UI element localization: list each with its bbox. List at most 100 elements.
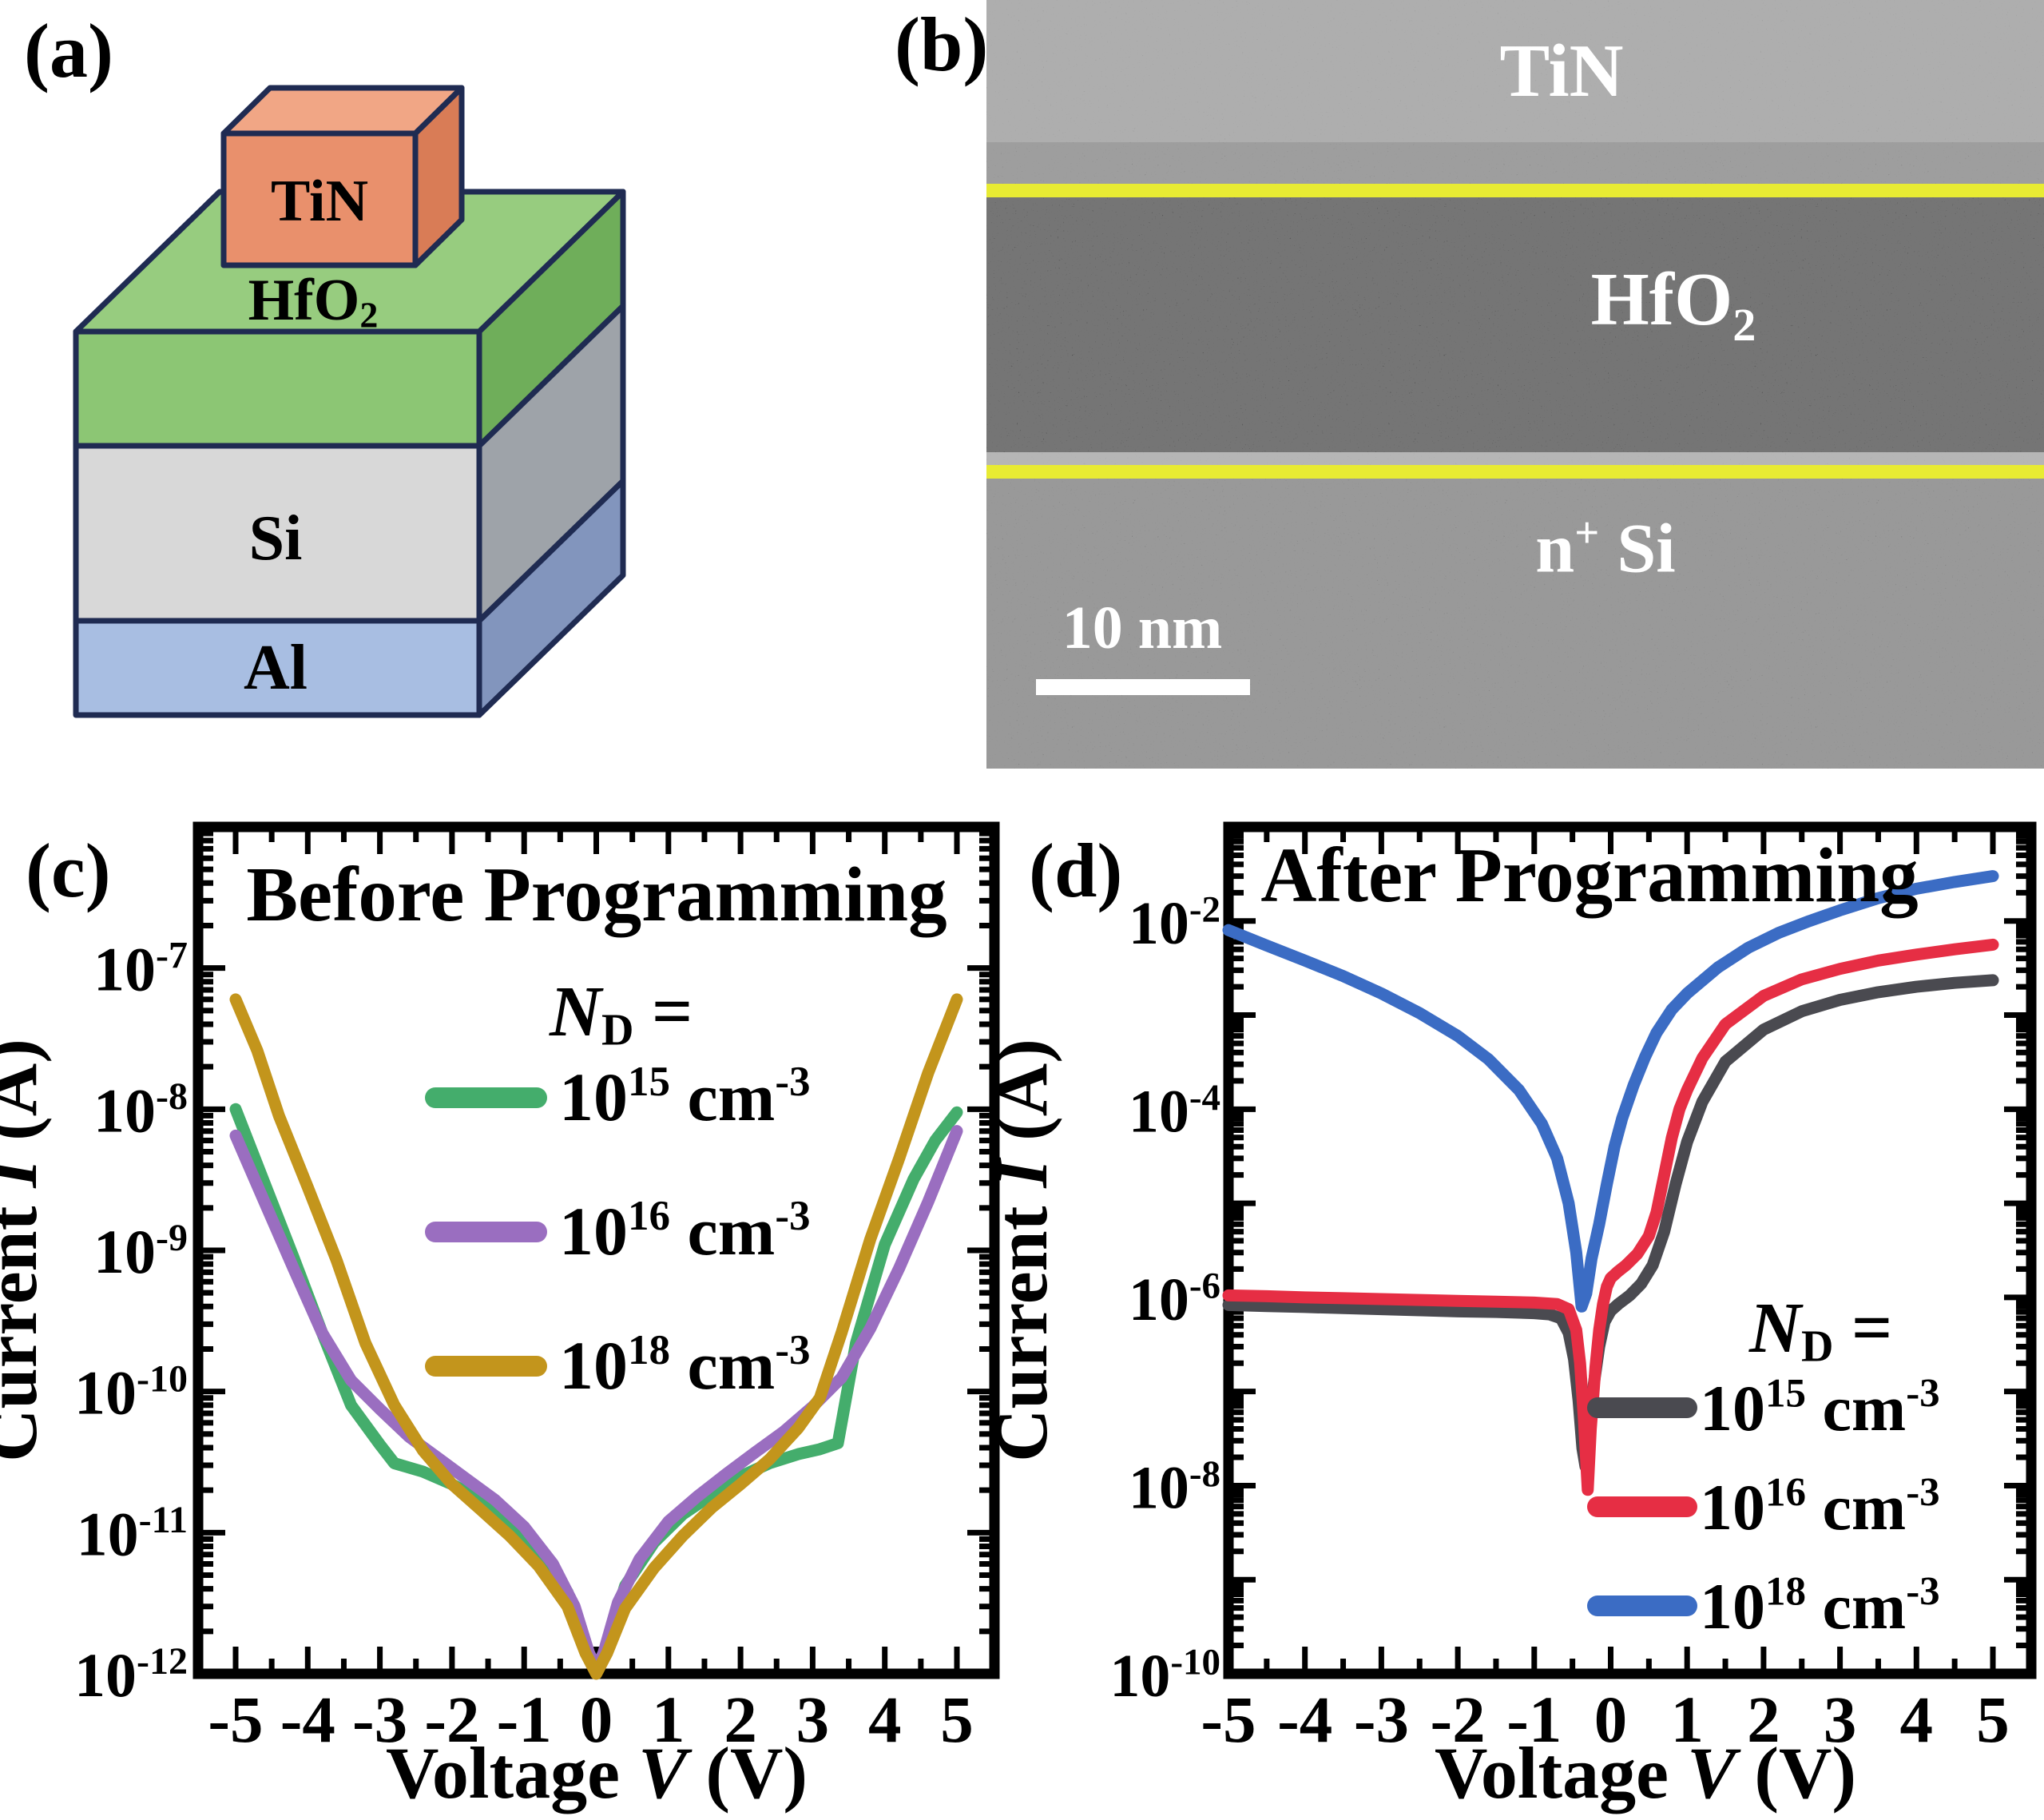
- rich-text-segment: -8: [1189, 1453, 1220, 1495]
- rich-text-segment: cm: [670, 1327, 775, 1404]
- rich-text-segment: 2: [1732, 298, 1756, 351]
- rich-text-segment: +: [1574, 508, 1600, 557]
- rich-text-segment: (A): [981, 1039, 1062, 1159]
- rich-text-segment: -12: [137, 1640, 188, 1683]
- rich-text-segment: 10: [1700, 1570, 1765, 1643]
- rich-text-segment: =: [1833, 1289, 1892, 1368]
- c-legend-title: ND =: [549, 972, 693, 1055]
- tem-tin-label: TiN: [1500, 34, 1624, 109]
- c-x-tick-label: 4: [868, 1683, 902, 1756]
- tin-front-face: [220, 130, 419, 268]
- d-x-tick-label: 2: [1747, 1683, 1780, 1756]
- d-legend-label-ND-1e16: 1016 cm-3: [1700, 1471, 1940, 1544]
- rich-text-segment: 10: [1129, 1266, 1189, 1333]
- rich-text-segment: TiN: [1499, 30, 1624, 113]
- tem-scalebar: [1036, 679, 1250, 695]
- d-x-tick-label: 3: [1824, 1683, 1857, 1756]
- rich-text-segment: (A): [0, 1039, 52, 1159]
- d-legend-label-ND-1e18: 1018 cm-3: [1700, 1570, 1940, 1643]
- tem-grain-noise: [986, 0, 2044, 769]
- rich-text-segment: -10: [137, 1358, 188, 1401]
- rich-text-segment: cm: [1806, 1570, 1906, 1643]
- d-x-tick-label: -4: [1277, 1683, 1332, 1756]
- c-x-tick-label: -1: [497, 1683, 552, 1756]
- rich-text-segment: 10: [559, 1193, 628, 1270]
- c-y-tick-label: 10-11: [77, 1499, 188, 1568]
- rich-text-segment: D: [1801, 1322, 1833, 1372]
- rich-text-segment: Current: [981, 1188, 1062, 1462]
- rich-text-segment: (V): [1736, 1732, 1856, 1814]
- rich-text-segment: D: [601, 1006, 633, 1055]
- c-title: Before Programming: [246, 852, 947, 937]
- panel-c-label: (c): [26, 828, 111, 913]
- rich-text-segment: 10: [77, 1499, 139, 1568]
- rich-text-segment: -3: [1906, 1471, 1939, 1516]
- rich-text-segment: 2: [359, 295, 378, 336]
- rich-text-segment: 10: [1700, 1471, 1765, 1544]
- rich-text-segment: 10: [93, 1075, 156, 1145]
- rich-text-segment: 10: [1700, 1372, 1765, 1444]
- c-y-axis-label: Current I (A): [0, 1039, 52, 1462]
- rich-text-segment: Current: [0, 1188, 52, 1462]
- panel-d-label: (d): [1029, 828, 1123, 913]
- rich-text-segment: =: [633, 972, 693, 1051]
- rich-text-segment: TiN: [271, 169, 368, 234]
- rich-text-segment: -2: [1189, 888, 1220, 930]
- tin-hfo2-interface-line: [986, 184, 2044, 197]
- tem-hfo2-label: HfO2: [1591, 262, 1756, 348]
- c-x-tick-label: 5: [940, 1683, 974, 1756]
- d-curve-ND-1e16: [1222, 938, 1999, 1496]
- c-y-tick-label: 10-10: [74, 1358, 188, 1428]
- panel-a-hfo2-label: HfO2: [248, 268, 379, 336]
- rich-text-segment: cm: [1806, 1471, 1906, 1544]
- d-y-tick-label: 10-6: [1129, 1265, 1220, 1333]
- rich-text-segment: 10: [559, 1327, 628, 1404]
- rich-text-segment: 10: [93, 935, 156, 1004]
- rich-text-segment: -3: [775, 1327, 810, 1373]
- rich-text-segment: V: [638, 1732, 693, 1814]
- rich-text-segment: HfO: [248, 268, 360, 333]
- rich-text-segment: 10: [74, 1640, 137, 1710]
- d-x-tick-label: 1: [1670, 1683, 1704, 1756]
- d-x-tick-label: 5: [1976, 1683, 2010, 1756]
- rich-text-segment: 16: [1765, 1471, 1806, 1516]
- c-x-tick-label: 0: [580, 1683, 613, 1756]
- d-x-tick-label: -5: [1201, 1683, 1256, 1756]
- d-x-tick-label: 0: [1594, 1683, 1628, 1756]
- rich-text-segment: I: [981, 1157, 1062, 1189]
- rich-text-segment: -3: [775, 1059, 810, 1105]
- rich-text-segment: -9: [156, 1217, 188, 1259]
- d-x-tick-label: -1: [1506, 1683, 1562, 1756]
- rich-text-segment: 10 nm: [1062, 594, 1223, 662]
- rich-text-segment: cm: [670, 1059, 775, 1135]
- d-legend-title: ND =: [1748, 1289, 1892, 1372]
- rich-text-segment: After Programming: [1260, 833, 1918, 918]
- rich-text-segment: 15: [628, 1059, 670, 1105]
- panel-b-tem-image: TiN HfO2 n+ Si 10 nm: [986, 0, 2044, 769]
- rich-text-segment: Al: [244, 633, 308, 703]
- rich-text-segment: cm: [1806, 1372, 1906, 1444]
- rich-text-segment: N: [1748, 1289, 1804, 1368]
- rich-text-segment: 18: [628, 1327, 670, 1373]
- c-x-tick-label: -4: [280, 1683, 335, 1756]
- panel-a-si-label: Si: [249, 503, 303, 574]
- d-x-tick-label: -2: [1431, 1683, 1486, 1756]
- c-x-tick-label: -2: [424, 1683, 479, 1756]
- c-x-tick-label: 2: [724, 1683, 757, 1756]
- rich-text-segment: 10: [1129, 1078, 1189, 1145]
- c-y-tick-label: 10-9: [93, 1217, 188, 1286]
- rich-text-segment: -11: [139, 1499, 188, 1541]
- c-x-tick-label: -5: [208, 1683, 263, 1756]
- d-y-tick-label: 10-4: [1129, 1077, 1220, 1145]
- d-title: After Programming: [1260, 833, 1918, 918]
- rich-text-segment: -6: [1189, 1265, 1220, 1306]
- c-curve-ND-1e18: [229, 993, 963, 1680]
- rich-text-segment: -3: [1906, 1372, 1939, 1417]
- rich-text-segment: Voltage: [386, 1732, 638, 1814]
- rich-text-segment: -3: [775, 1193, 810, 1239]
- rich-text-segment: Voltage: [1435, 1732, 1687, 1814]
- hfo2-si-interface-line: [986, 465, 2044, 479]
- d-x-axis-label: Voltage V (V): [1435, 1732, 1856, 1814]
